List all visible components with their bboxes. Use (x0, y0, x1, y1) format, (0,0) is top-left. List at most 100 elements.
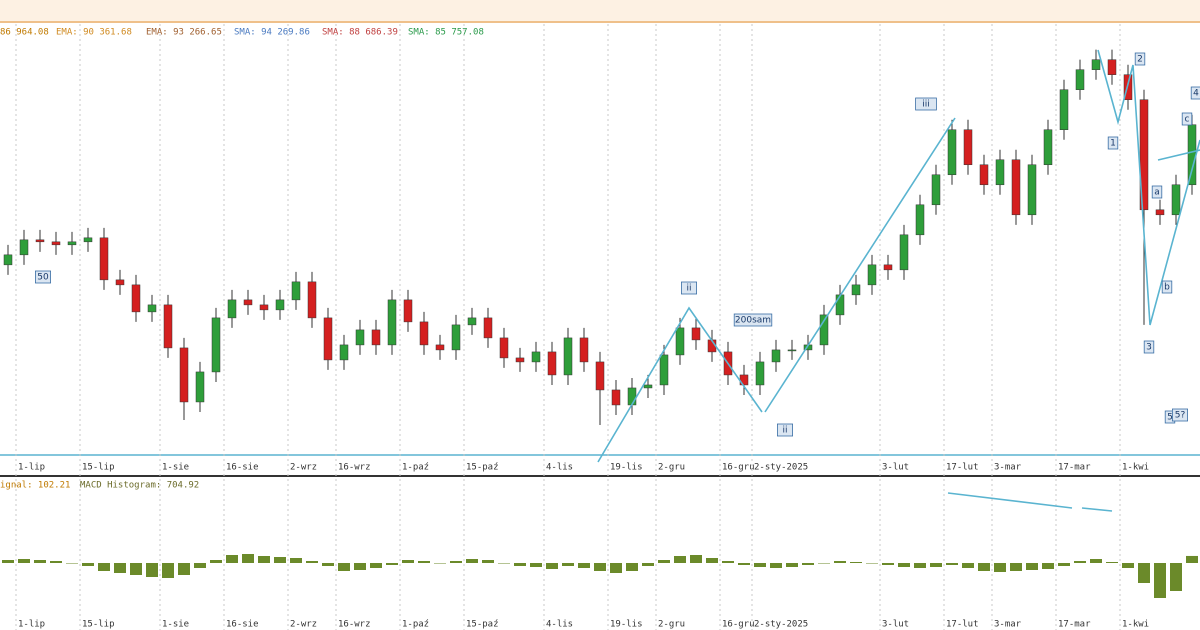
indicator-label: SMA: 94 269.86 (234, 28, 310, 38)
candle-body (691, 327, 701, 341)
histogram-bar (1122, 563, 1134, 568)
histogram-bar (818, 563, 830, 564)
candle-body (227, 299, 237, 319)
wave-label: 1 (1110, 139, 1116, 149)
histogram-bar (1090, 559, 1102, 563)
indicator-label: EMA: 90 361.68 (56, 28, 132, 38)
candle-body (131, 284, 141, 313)
candle-body (963, 129, 973, 166)
histogram-bar (1186, 555, 1198, 563)
x-tick-label: 1-paź (402, 620, 429, 630)
x-tick-label: 2-gru (658, 620, 685, 630)
candle-body (563, 337, 573, 376)
histogram-bar (594, 563, 606, 571)
wave-label-box (1161, 280, 1173, 294)
x-tick-label: 2-wrz (290, 463, 317, 473)
wave-label-box (1143, 340, 1155, 354)
candle-body (851, 284, 861, 296)
x-tick-label: 15-lip (82, 620, 115, 630)
histogram-bar (514, 563, 526, 566)
candle-body (547, 351, 557, 376)
x-tick-label: 15-lip (82, 463, 115, 473)
histogram-bar (162, 563, 174, 578)
candle-body (947, 129, 957, 176)
wave-label-box (1107, 136, 1119, 150)
candle-body (1155, 209, 1165, 216)
histogram-bar (130, 563, 142, 575)
histogram-bar (498, 563, 510, 564)
histogram-bar (242, 554, 254, 563)
wave-label: b (1164, 283, 1170, 293)
candle-body (915, 204, 925, 236)
candle-body (643, 384, 653, 389)
indicator-label: 86 964.08 (0, 28, 49, 38)
histogram-bar (466, 559, 478, 563)
candle-body (819, 314, 829, 346)
candle-body (115, 279, 125, 286)
marks (2, 49, 1198, 598)
x-tick-label: 3-lut (882, 620, 909, 630)
histogram-bar (930, 563, 942, 567)
wave-line (597, 306, 763, 463)
histogram-bar (194, 563, 206, 568)
candle-body (99, 237, 109, 281)
wave-label: 3 (1146, 343, 1152, 353)
candle-body (323, 317, 333, 361)
candle-body (1139, 99, 1149, 211)
wave-label-box (1172, 408, 1189, 422)
histogram-bar (290, 558, 302, 563)
candle-body (51, 241, 61, 246)
x-tick-label: 1-lip (18, 463, 45, 473)
x-tick-label: 3-mar (994, 620, 1022, 630)
x-tick-label: 1-sie (162, 620, 189, 630)
candle-body (787, 349, 797, 352)
indicator-label: ignal: 102.21 (0, 481, 70, 491)
histogram-bar (354, 563, 366, 570)
candle-body (1075, 69, 1085, 90)
histogram-bar (34, 560, 46, 563)
candle-body (35, 239, 45, 243)
candle-body (1011, 159, 1021, 216)
candle-body (835, 294, 845, 316)
histogram-bar (274, 557, 286, 563)
candle-body (579, 337, 589, 363)
toolbar (0, 0, 1200, 22)
wave-label: c (1185, 115, 1190, 125)
histogram-bar (610, 563, 622, 573)
indicator-label: SMA: 85 757.08 (408, 28, 484, 38)
x-tick-label: 4-lis (546, 463, 573, 473)
histogram-bar (850, 562, 862, 563)
x-tick-label: 17-lut (946, 463, 979, 473)
histogram-bar (1074, 561, 1086, 563)
candle-body (419, 321, 429, 346)
histogram-bar (402, 560, 414, 563)
x-tick-label: 16-wrz (338, 463, 371, 473)
x-tick-label: 1-paź (402, 463, 429, 473)
histogram-bar (706, 558, 718, 563)
x-tick-label: 16-wrz (338, 620, 371, 630)
histogram-bar (898, 563, 910, 567)
histogram-bar (530, 563, 542, 567)
candle-body (467, 317, 477, 326)
histogram-bar (978, 563, 990, 571)
histogram-bar (786, 563, 798, 567)
candle-body (899, 234, 909, 271)
indicator-label: EMA: 93 266.65 (146, 28, 222, 38)
candle-body (435, 344, 445, 351)
divergence-line (947, 492, 1073, 509)
candle-body (403, 299, 413, 323)
histogram-bar (338, 563, 350, 571)
candle-body (627, 387, 637, 406)
candle-body (19, 239, 29, 256)
histogram-bar (82, 563, 94, 566)
candle-body (307, 281, 317, 319)
candle-body (291, 281, 301, 301)
histogram-bar (1106, 562, 1118, 563)
candle-body (659, 354, 669, 386)
histogram-bar (1010, 563, 1022, 571)
candle-body (771, 349, 781, 363)
histogram-bar (418, 561, 430, 563)
histogram-bar (946, 563, 958, 565)
candle-body (275, 299, 285, 311)
